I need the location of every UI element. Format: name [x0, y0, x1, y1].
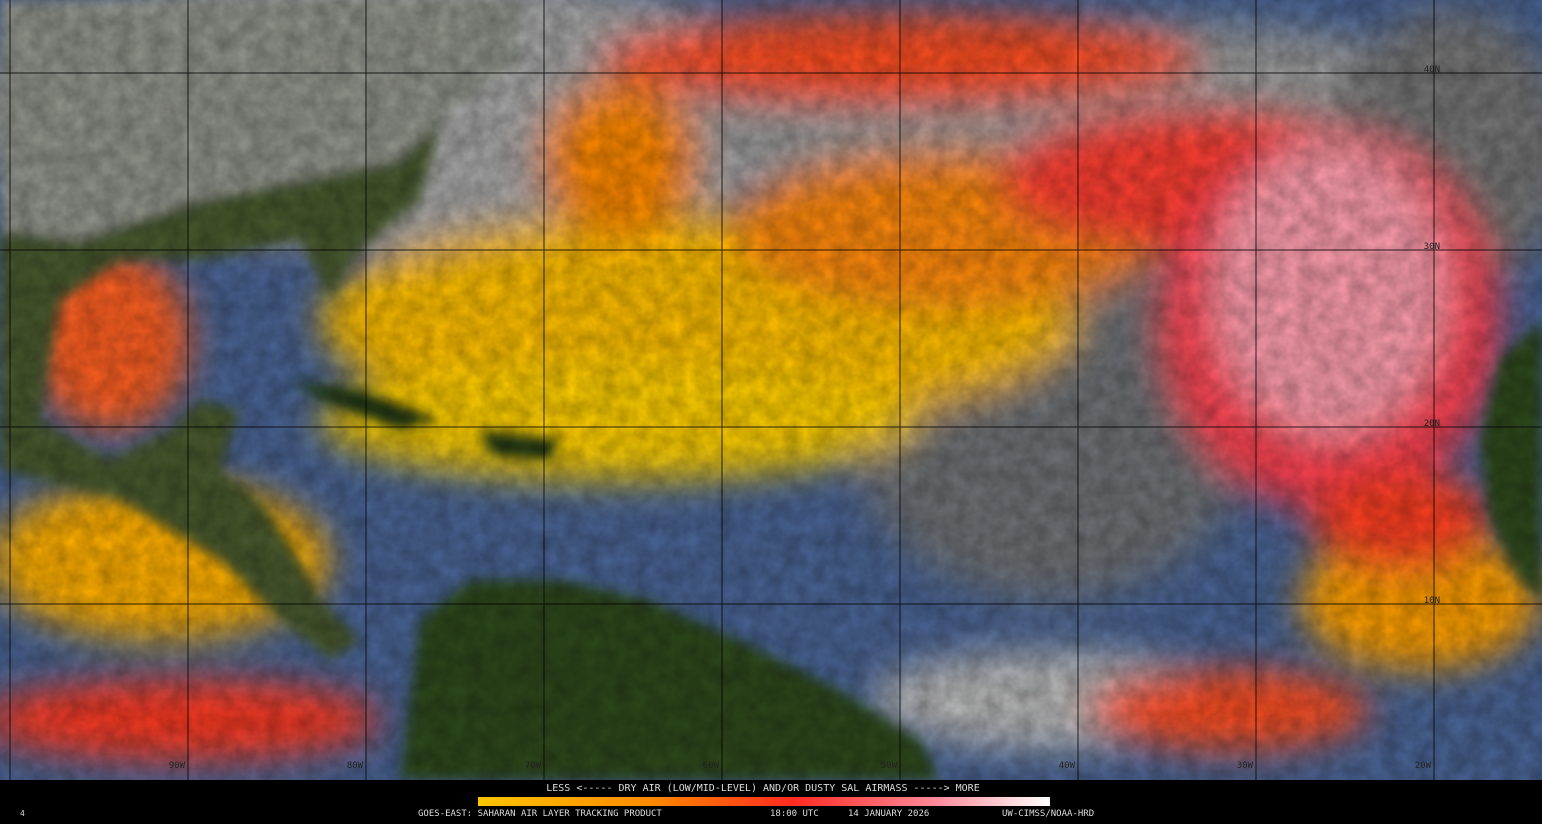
legend-caption: LESS <----- DRY AIR (LOW/MID-LEVEL) AND/… [546, 783, 979, 794]
lat-label: 10N [1424, 596, 1440, 606]
lon-label: 90W [169, 761, 186, 771]
date: 14 JANUARY 2026 [848, 809, 929, 819]
lon-label: 20W [1415, 761, 1432, 771]
imagery [0, 0, 1542, 780]
product-name: GOES-EAST: SAHARAN AIR LAYER TRACKING PR… [418, 809, 662, 819]
credit: UW-CIMSS/NOAA-HRD [1002, 809, 1094, 819]
lon-label: 80W [347, 761, 364, 771]
lon-label: 50W [881, 761, 898, 771]
color-scale [478, 797, 1050, 806]
lon-label: 30W [1237, 761, 1254, 771]
lon-label: 40W [1059, 761, 1076, 771]
lat-label: 30N [1424, 242, 1440, 252]
lat-label: 20N [1424, 419, 1440, 429]
lon-label: 70W [525, 761, 542, 771]
frame-number: 4 [20, 809, 25, 818]
lat-label: 40N [1424, 65, 1440, 75]
lon-label: 60W [703, 761, 720, 771]
grid-labels: 90W 80W 70W 60W 50W 40W 30W 20W 40N 30N 20N 10N [169, 65, 1440, 771]
lat-lon-grid [0, 0, 1542, 780]
time: 18:00 UTC [770, 809, 819, 819]
